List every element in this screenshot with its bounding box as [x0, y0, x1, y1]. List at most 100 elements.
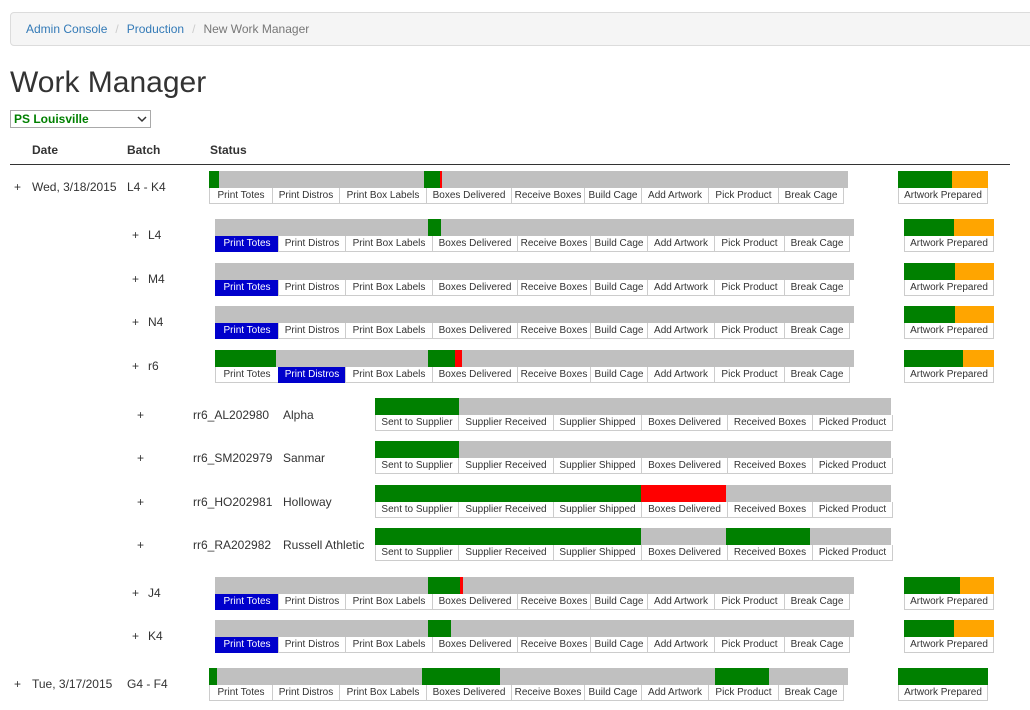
stage-label[interactable]: Boxes Delivered	[641, 545, 728, 561]
stage-label[interactable]: Break Cage	[784, 637, 850, 653]
stage-label[interactable]: Received Boxes	[727, 502, 813, 518]
stage-label[interactable]: Print Box Labels	[345, 323, 433, 339]
stage-label[interactable]: Add Artwork	[647, 594, 715, 610]
stage-label[interactable]: Break Cage	[784, 594, 850, 610]
stage-label[interactable]: Break Cage	[784, 367, 850, 383]
stage-label[interactable]: Add Artwork	[641, 188, 709, 204]
stage-label[interactable]: Print Box Labels	[339, 685, 427, 701]
stage-label[interactable]: Picked Product	[812, 415, 893, 431]
stage-label[interactable]: Print Totes	[215, 637, 279, 653]
artwork-prepared-label[interactable]: Artwork Prepared	[904, 280, 994, 296]
stage-label[interactable]: Print Distros	[272, 685, 340, 701]
stage-label[interactable]: Sent to Supplier	[375, 415, 459, 431]
stage-label[interactable]: Supplier Received	[458, 415, 554, 431]
stage-label[interactable]: Picked Product	[812, 545, 893, 561]
stage-label[interactable]: Pick Product	[708, 685, 779, 701]
stage-label[interactable]: Add Artwork	[647, 236, 715, 252]
stage-label[interactable]: Build Cage	[590, 323, 648, 339]
stage-label[interactable]: Build Cage	[590, 637, 648, 653]
stage-label[interactable]: Print Totes	[215, 323, 279, 339]
artwork-prepared-label[interactable]: Artwork Prepared	[904, 323, 994, 339]
stage-label[interactable]: Print Distros	[278, 637, 346, 653]
stage-label[interactable]: Supplier Received	[458, 458, 554, 474]
stage-label[interactable]: Boxes Delivered	[432, 280, 518, 296]
expand-toggle[interactable]: +	[132, 315, 140, 329]
stage-label[interactable]: Build Cage	[590, 367, 648, 383]
stage-label[interactable]: Break Cage	[778, 188, 844, 204]
stage-label[interactable]: Build Cage	[590, 236, 648, 252]
artwork-prepared-label[interactable]: Artwork Prepared	[898, 188, 988, 204]
stage-label[interactable]: Boxes Delivered	[641, 415, 728, 431]
stage-label[interactable]: Build Cage	[590, 280, 648, 296]
expand-toggle[interactable]: +	[132, 629, 140, 643]
artwork-prepared-label[interactable]: Artwork Prepared	[904, 637, 994, 653]
stage-label[interactable]: Print Distros	[278, 323, 346, 339]
stage-label[interactable]: Received Boxes	[727, 458, 813, 474]
stage-label[interactable]: Add Artwork	[647, 323, 715, 339]
stage-label[interactable]: Build Cage	[584, 685, 642, 701]
stage-label[interactable]: Print Box Labels	[345, 367, 433, 383]
expand-toggle[interactable]: +	[14, 180, 22, 194]
stage-label[interactable]: Received Boxes	[727, 415, 813, 431]
stage-label[interactable]: Boxes Delivered	[432, 323, 518, 339]
stage-label[interactable]: Add Artwork	[641, 685, 709, 701]
stage-label[interactable]: Boxes Delivered	[432, 367, 518, 383]
stage-label[interactable]: Add Artwork	[647, 637, 715, 653]
stage-label[interactable]: Boxes Delivered	[432, 637, 518, 653]
stage-label[interactable]: Print Box Labels	[339, 188, 427, 204]
stage-label[interactable]: Picked Product	[812, 502, 893, 518]
expand-toggle[interactable]: +	[132, 586, 140, 600]
stage-label[interactable]: Pick Product	[714, 594, 785, 610]
expand-toggle[interactable]: +	[132, 228, 140, 242]
stage-label[interactable]: Pick Product	[714, 367, 785, 383]
stage-label[interactable]: Receive Boxes	[511, 685, 585, 701]
stage-label[interactable]: Boxes Delivered	[432, 594, 518, 610]
stage-label[interactable]: Receive Boxes	[517, 236, 591, 252]
artwork-prepared-label[interactable]: Artwork Prepared	[904, 236, 994, 252]
stage-label[interactable]: Print Totes	[215, 594, 279, 610]
stage-label[interactable]: Break Cage	[784, 236, 850, 252]
stage-label[interactable]: Print Box Labels	[345, 280, 433, 296]
stage-label[interactable]: Received Boxes	[727, 545, 813, 561]
stage-label[interactable]: Sent to Supplier	[375, 545, 459, 561]
stage-label[interactable]: Pick Product	[714, 323, 785, 339]
stage-label[interactable]: Receive Boxes	[517, 594, 591, 610]
expand-toggle[interactable]: +	[137, 451, 145, 465]
stage-label[interactable]: Print Distros	[278, 280, 346, 296]
expand-toggle[interactable]: +	[14, 677, 22, 691]
stage-label[interactable]: Build Cage	[590, 594, 648, 610]
expand-toggle[interactable]: +	[132, 359, 140, 373]
stage-label[interactable]: Supplier Shipped	[553, 502, 642, 518]
stage-label[interactable]: Receive Boxes	[511, 188, 585, 204]
location-select[interactable]: PS Louisville	[10, 110, 151, 128]
stage-label[interactable]: Print Totes	[215, 236, 279, 252]
stage-label[interactable]: Boxes Delivered	[426, 685, 512, 701]
expand-toggle[interactable]: +	[132, 272, 140, 286]
stage-label[interactable]: Add Artwork	[647, 280, 715, 296]
stage-label[interactable]: Break Cage	[784, 280, 850, 296]
stage-label[interactable]: Supplier Shipped	[553, 415, 642, 431]
stage-label[interactable]: Boxes Delivered	[432, 236, 518, 252]
stage-label[interactable]: Print Totes	[215, 367, 279, 383]
stage-label[interactable]: Print Box Labels	[345, 236, 433, 252]
stage-label[interactable]: Print Distros	[272, 188, 340, 204]
stage-label[interactable]: Boxes Delivered	[641, 458, 728, 474]
stage-label[interactable]: Break Cage	[784, 323, 850, 339]
expand-toggle[interactable]: +	[137, 495, 145, 509]
stage-label[interactable]: Pick Product	[714, 280, 785, 296]
stage-label[interactable]: Supplier Shipped	[553, 545, 642, 561]
stage-label[interactable]: Print Distros	[278, 594, 346, 610]
stage-label[interactable]: Sent to Supplier	[375, 502, 459, 518]
stage-label[interactable]: Picked Product	[812, 458, 893, 474]
stage-label[interactable]: Print Distros	[278, 236, 346, 252]
breadcrumb-production[interactable]: Production	[126, 22, 185, 36]
stage-label[interactable]: Pick Product	[714, 236, 785, 252]
stage-label[interactable]: Pick Product	[714, 637, 785, 653]
stage-label[interactable]: Pick Product	[708, 188, 779, 204]
stage-label[interactable]: Supplier Shipped	[553, 458, 642, 474]
stage-label[interactable]: Boxes Delivered	[641, 502, 728, 518]
expand-toggle[interactable]: +	[137, 538, 145, 552]
stage-label[interactable]: Add Artwork	[647, 367, 715, 383]
stage-label[interactable]: Build Cage	[584, 188, 642, 204]
stage-label[interactable]: Supplier Received	[458, 502, 554, 518]
